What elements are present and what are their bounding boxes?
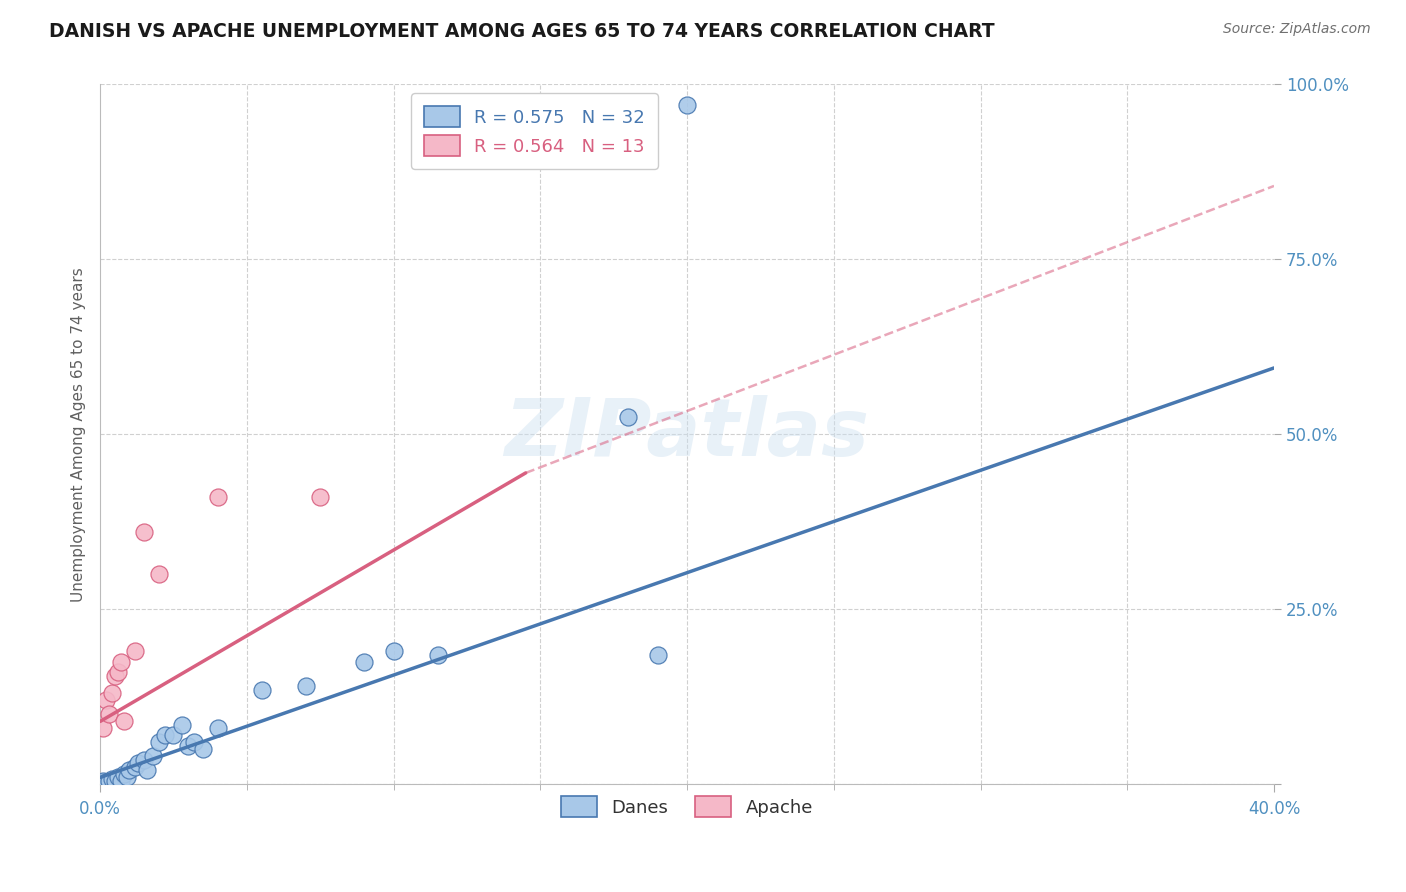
Point <box>676 98 699 112</box>
Point <box>162 728 184 742</box>
Point <box>107 665 129 680</box>
Point <box>172 718 194 732</box>
Point <box>115 771 138 785</box>
Point <box>127 756 149 771</box>
Point <box>124 644 146 658</box>
Point <box>250 682 273 697</box>
Point <box>104 669 127 683</box>
Point <box>97 773 120 788</box>
Point <box>101 772 124 786</box>
Point <box>124 760 146 774</box>
Point <box>353 655 375 669</box>
Point <box>94 693 117 707</box>
Point <box>207 491 229 505</box>
Point <box>91 775 114 789</box>
Point <box>647 648 669 662</box>
Point <box>207 722 229 736</box>
Point <box>91 722 114 736</box>
Point <box>134 525 156 540</box>
Point <box>148 567 170 582</box>
Point <box>426 648 449 662</box>
Point <box>191 742 214 756</box>
Point <box>183 735 205 749</box>
Point <box>177 739 200 753</box>
Point <box>134 753 156 767</box>
Point <box>112 714 135 729</box>
Point <box>617 409 640 424</box>
Point <box>97 707 120 722</box>
Point <box>110 655 132 669</box>
Point <box>101 686 124 700</box>
Text: ZIPatlas: ZIPatlas <box>505 395 869 474</box>
Point <box>104 773 127 788</box>
Point <box>94 775 117 789</box>
Point <box>136 764 159 778</box>
Point <box>153 728 176 742</box>
Point <box>382 644 405 658</box>
Text: DANISH VS APACHE UNEMPLOYMENT AMONG AGES 65 TO 74 YEARS CORRELATION CHART: DANISH VS APACHE UNEMPLOYMENT AMONG AGES… <box>49 22 995 41</box>
Point <box>294 680 316 694</box>
Point <box>91 773 114 788</box>
Point <box>118 764 141 778</box>
Point <box>309 491 332 505</box>
Point <box>112 767 135 781</box>
Point <box>110 773 132 788</box>
Point <box>107 771 129 785</box>
Legend: Danes, Apache: Danes, Apache <box>554 789 821 824</box>
Text: Source: ZipAtlas.com: Source: ZipAtlas.com <box>1223 22 1371 37</box>
Point <box>148 735 170 749</box>
Y-axis label: Unemployment Among Ages 65 to 74 years: Unemployment Among Ages 65 to 74 years <box>72 267 86 602</box>
Point <box>142 749 165 764</box>
